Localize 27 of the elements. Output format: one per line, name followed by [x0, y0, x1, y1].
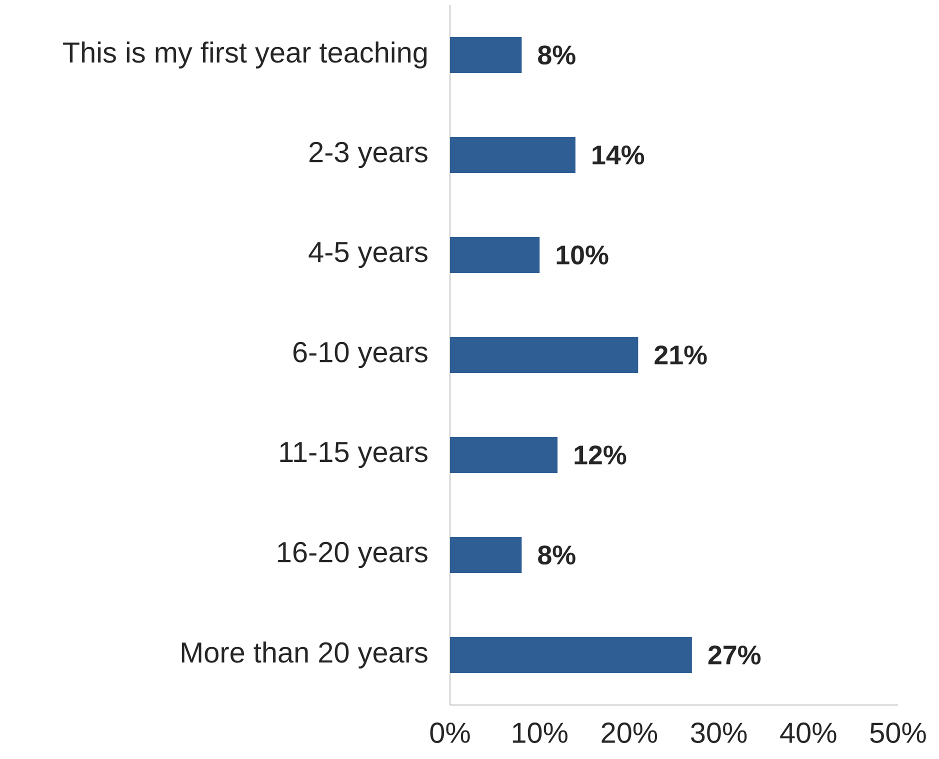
data-label: 12% [574, 446, 626, 464]
data-label: 8% [538, 545, 576, 565]
bar [450, 437, 558, 474]
bar [450, 337, 638, 374]
y-tick-label: 2-3 years [310, 142, 428, 168]
bar [450, 237, 540, 274]
bar [450, 537, 522, 574]
bar [450, 37, 522, 74]
bar [450, 637, 692, 674]
y-tick-label: 16-20 years [278, 542, 428, 568]
x-tick-label: 10% [512, 722, 568, 743]
y-tick-label: 6-10 years [293, 342, 428, 368]
data-label: 21% [654, 346, 707, 364]
x-tick-label: 50% [870, 722, 926, 743]
x-tick-label: 0% [430, 722, 470, 743]
bar [450, 137, 576, 174]
x-tick-label: 30% [690, 722, 747, 743]
y-tick-label: This is my first year teaching [63, 42, 427, 68]
data-label: 10% [556, 245, 608, 265]
data-label: 14% [592, 146, 644, 164]
y-tick-label: 4-5 years [308, 242, 428, 268]
y-tick-label: More than 20 years [182, 642, 428, 668]
x-tick-label: 20% [602, 722, 658, 743]
data-label: 8% [538, 45, 576, 65]
data-label: 27% [708, 646, 761, 664]
y-tick-label: 11-15 years [280, 442, 428, 468]
x-tick-label: 40% [780, 722, 836, 743]
